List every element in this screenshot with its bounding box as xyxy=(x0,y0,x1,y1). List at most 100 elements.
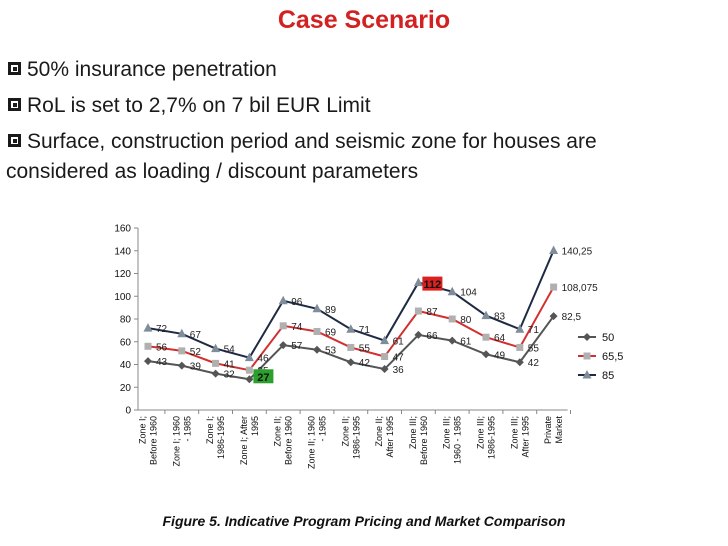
data-label: 42 xyxy=(528,358,540,369)
square-marker xyxy=(482,333,490,341)
y-tick-label: 40 xyxy=(120,360,132,371)
data-label: 80 xyxy=(460,315,472,326)
diamond-marker xyxy=(144,357,152,366)
checkbox-bullet-icon xyxy=(8,98,21,111)
data-label: 54 xyxy=(224,345,236,356)
diamond-marker xyxy=(414,330,423,339)
data-label: 39 xyxy=(190,362,202,373)
data-label: 96 xyxy=(291,297,303,308)
data-label: 82,5 xyxy=(562,312,582,323)
square-marker xyxy=(178,347,186,355)
triangle-marker xyxy=(582,370,592,379)
diamond-marker xyxy=(515,358,524,367)
triangle-marker xyxy=(346,324,356,333)
triangle-marker xyxy=(515,324,525,333)
triangle-marker xyxy=(447,286,457,296)
x-tick-label: Zone II;After 1995 xyxy=(374,416,395,458)
bullet-parameters: Surface, construction period and seismic… xyxy=(8,127,597,157)
triangle-marker xyxy=(211,343,221,353)
data-label: 67 xyxy=(190,330,202,341)
x-tick-label: Zone III;After 1995 xyxy=(509,416,530,458)
highlight-box xyxy=(253,369,274,384)
data-label: 108,075 xyxy=(562,283,599,294)
x-tick-label: Zone III;1986-1995 xyxy=(476,416,497,459)
x-tick-label: PrivateMarket xyxy=(543,416,564,445)
data-label: 49 xyxy=(494,350,506,361)
data-label: 66 xyxy=(426,331,438,342)
bullet-rol: RoL is set to 2,7% on 7 bil EUR Limit xyxy=(8,91,371,121)
triangle-marker xyxy=(244,352,254,362)
x-tick-label: Zone I; After1995 xyxy=(239,416,260,465)
data-label: 140,25 xyxy=(562,246,593,257)
page-title: Case Scenario xyxy=(277,6,451,34)
diamond-marker xyxy=(313,345,321,354)
checkbox-bullet-icon xyxy=(8,134,21,147)
data-label: 41 xyxy=(224,359,236,370)
legend-label: 50 xyxy=(602,332,614,344)
x-tick-label: Zone III;1960 - 1985 xyxy=(442,416,463,464)
diamond-marker xyxy=(448,336,457,345)
data-label: 83 xyxy=(494,312,506,323)
highlight-label: 27 xyxy=(257,372,269,384)
bullet-insurance: 50% insurance penetration xyxy=(8,55,277,85)
data-label: 61 xyxy=(460,337,472,348)
y-tick-label: 20 xyxy=(120,383,132,394)
x-tick-label: Zone II;Before 1960 xyxy=(273,416,294,465)
x-tick-label: Zone I;Before 1960 xyxy=(138,416,159,465)
bullet-text: considered as loading / discount paramet… xyxy=(6,160,419,183)
diamond-marker xyxy=(279,341,288,350)
triangle-marker xyxy=(278,295,288,305)
series-line-triangle xyxy=(147,250,555,359)
data-label: 32 xyxy=(224,370,236,381)
data-label: 43 xyxy=(156,357,168,368)
diamond-marker xyxy=(245,375,254,384)
data-label: 69 xyxy=(325,328,337,339)
square-marker xyxy=(347,343,355,351)
diamond-marker xyxy=(380,365,389,374)
square-marker xyxy=(448,315,456,323)
square-marker xyxy=(550,283,558,291)
triangle-marker xyxy=(481,310,491,320)
square-marker xyxy=(381,353,389,361)
diamond-marker xyxy=(177,361,186,370)
y-tick-label: 140 xyxy=(114,246,131,257)
triangle-marker xyxy=(413,277,423,287)
triangle-marker xyxy=(177,328,187,338)
data-label: 61 xyxy=(393,337,405,348)
x-tick-label: Zone III;Before 1960 xyxy=(408,416,429,465)
data-label: 71 xyxy=(528,325,540,336)
data-label: 72 xyxy=(156,324,168,335)
y-tick-label: 160 xyxy=(114,224,131,235)
bullet-parameters-cont: considered as loading / discount paramet… xyxy=(6,157,418,187)
highlight-label: 112 xyxy=(424,279,442,291)
x-tick-label: Zone II;1986-1995 xyxy=(340,416,361,459)
data-label: 89 xyxy=(325,305,337,316)
x-tick-label: Zone II; 1960- 1985 xyxy=(307,416,328,469)
triangle-marker xyxy=(143,323,153,332)
y-tick-label: 80 xyxy=(120,315,132,326)
square-marker xyxy=(212,359,220,367)
bullet-text: Surface, construction period and seismic… xyxy=(27,130,597,153)
data-label: 36 xyxy=(393,365,405,376)
triangle-marker xyxy=(312,303,322,313)
highlight-box xyxy=(422,276,443,291)
square-marker xyxy=(583,352,591,360)
diamond-marker xyxy=(482,350,490,359)
figure-caption: Figure 5. Indicative Program Pricing and… xyxy=(162,513,566,529)
data-label: 104 xyxy=(460,288,477,299)
data-label: 87 xyxy=(426,307,438,318)
triangle-marker xyxy=(549,245,559,254)
y-tick-label: 120 xyxy=(114,269,131,280)
y-tick-label: 0 xyxy=(125,406,131,417)
y-tick-label: 100 xyxy=(114,292,131,303)
data-label: 46 xyxy=(257,354,269,365)
square-marker xyxy=(279,322,287,330)
data-label: 52 xyxy=(190,347,202,358)
square-marker xyxy=(144,342,152,350)
bullet-text: 50% insurance penetration xyxy=(27,58,277,81)
data-label: 55 xyxy=(528,343,540,354)
square-marker xyxy=(516,343,524,351)
diamond-marker xyxy=(211,369,220,378)
data-label: 55 xyxy=(359,343,371,354)
